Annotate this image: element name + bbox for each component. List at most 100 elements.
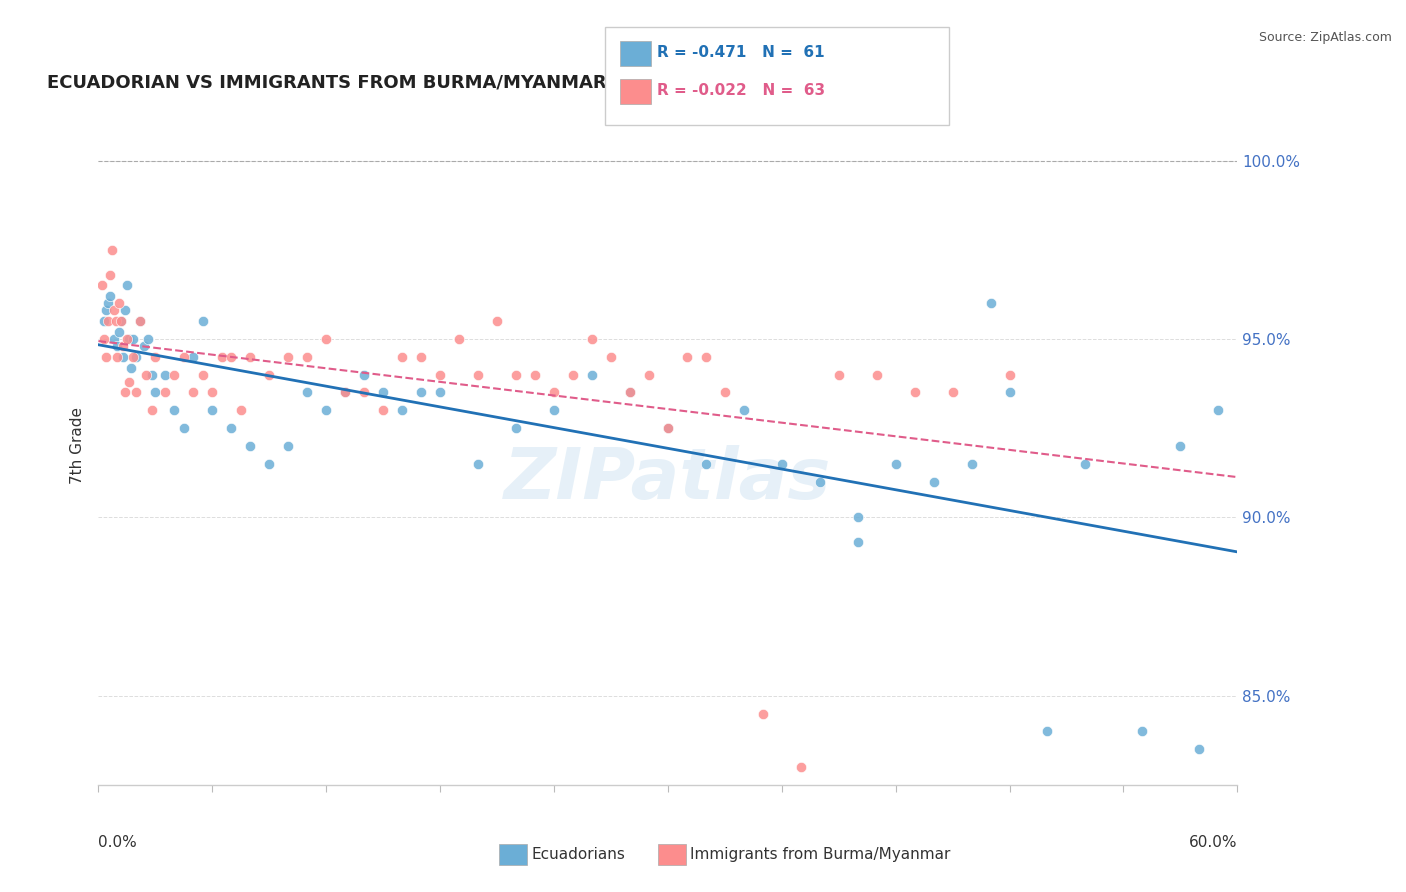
Point [104, 314, 127, 328]
Point [103, 303, 125, 318]
Point [110, 314, 132, 328]
Point [371, 403, 394, 417]
Point [391, 350, 413, 364]
Point [979, 296, 1001, 310]
Point [1188, 742, 1211, 756]
Text: Ecuadorians: Ecuadorians [531, 847, 626, 862]
Point [125, 385, 148, 400]
Point [118, 375, 141, 389]
Point [619, 385, 641, 400]
Point [1036, 724, 1059, 739]
Point [129, 314, 152, 328]
Point [1170, 439, 1192, 453]
Point [153, 385, 176, 400]
Point [335, 385, 357, 400]
Text: 0.0%: 0.0% [98, 836, 138, 850]
Point [676, 350, 699, 364]
Point [229, 403, 252, 417]
Point [108, 296, 131, 310]
Point [524, 368, 547, 382]
Point [132, 339, 155, 353]
Point [121, 332, 143, 346]
Point [335, 385, 357, 400]
Point [125, 350, 148, 364]
Point [411, 350, 433, 364]
Point [93, 314, 115, 328]
Point [581, 368, 603, 382]
Point [581, 332, 603, 346]
Text: ECUADORIAN VS IMMIGRANTS FROM BURMA/MYANMAR 7TH GRADE CORRELATION CHART: ECUADORIAN VS IMMIGRANTS FROM BURMA/MYAN… [48, 74, 950, 92]
Point [657, 421, 679, 435]
Point [114, 385, 136, 400]
Point [1208, 403, 1230, 417]
Point [657, 421, 679, 435]
Point [183, 350, 205, 364]
Y-axis label: 7th Grade: 7th Grade [69, 408, 84, 484]
Point [153, 368, 176, 382]
Point [100, 243, 122, 257]
Point [600, 350, 623, 364]
Point [91, 278, 114, 293]
Point [173, 350, 195, 364]
Point [447, 332, 470, 346]
Point [259, 457, 281, 471]
Point [922, 475, 945, 489]
Point [259, 368, 281, 382]
Point [163, 368, 186, 382]
Point [1074, 457, 1097, 471]
Point [411, 385, 433, 400]
Point [97, 314, 120, 328]
Point [828, 368, 851, 382]
Point [277, 439, 299, 453]
Point [221, 421, 243, 435]
Point [239, 439, 262, 453]
Point [103, 332, 125, 346]
Point [141, 403, 163, 417]
Point [770, 457, 793, 471]
Point [846, 510, 869, 524]
Point [191, 314, 214, 328]
Point [315, 332, 337, 346]
Point [145, 350, 167, 364]
Point [505, 421, 527, 435]
Point [201, 385, 224, 400]
Point [391, 403, 413, 417]
Point [112, 350, 135, 364]
Point [960, 457, 983, 471]
Point [486, 314, 509, 328]
Text: R = -0.471   N =  61: R = -0.471 N = 61 [657, 45, 824, 60]
Point [543, 403, 565, 417]
Point [191, 368, 214, 382]
Point [505, 368, 527, 382]
Text: Immigrants from Burma/Myanmar: Immigrants from Burma/Myanmar [690, 847, 950, 862]
Point [733, 403, 755, 417]
Point [429, 385, 451, 400]
Point [98, 268, 121, 282]
Point [94, 303, 117, 318]
Point [141, 368, 163, 382]
Point [121, 350, 143, 364]
Point [173, 421, 195, 435]
Point [107, 339, 129, 353]
Point [129, 314, 152, 328]
Point [467, 368, 489, 382]
Point [429, 368, 451, 382]
Point [112, 339, 135, 353]
Point [695, 350, 717, 364]
Point [846, 535, 869, 549]
Point [97, 296, 120, 310]
Point [467, 457, 489, 471]
Point [115, 278, 138, 293]
Point [94, 350, 117, 364]
Point [371, 385, 394, 400]
Point [1132, 724, 1154, 739]
Point [998, 368, 1021, 382]
Point [221, 350, 243, 364]
Point [201, 403, 224, 417]
Point [942, 385, 965, 400]
Text: 60.0%: 60.0% [1189, 836, 1237, 850]
Text: Source: ZipAtlas.com: Source: ZipAtlas.com [1258, 31, 1392, 45]
Point [884, 457, 907, 471]
Point [145, 385, 167, 400]
Point [135, 368, 157, 382]
